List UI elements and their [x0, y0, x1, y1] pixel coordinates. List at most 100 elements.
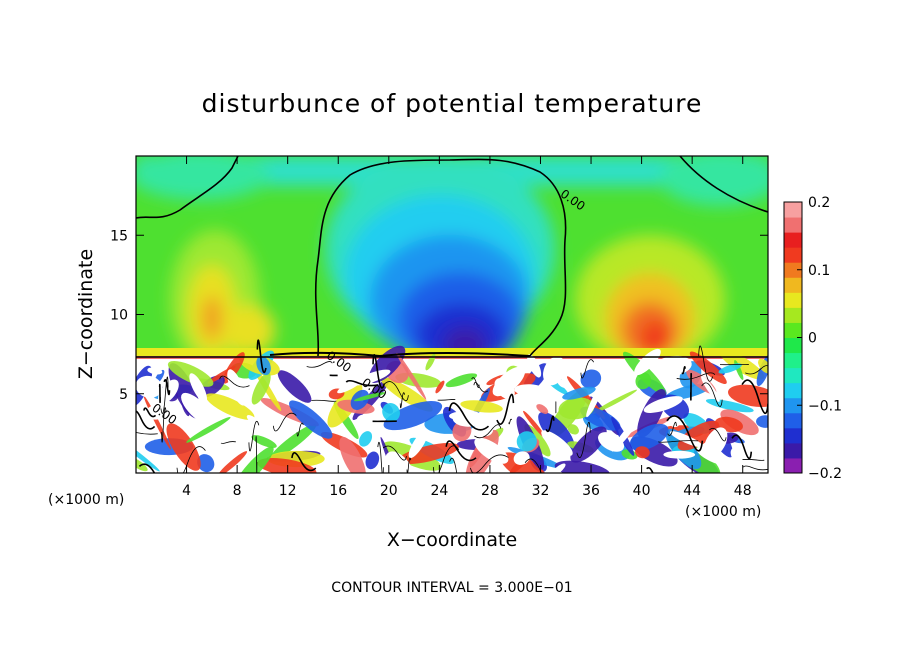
turbulence-eddy	[586, 381, 605, 418]
turbulence-eddy	[557, 380, 570, 389]
turbulence-contour	[311, 399, 337, 402]
colorbar-bin	[784, 277, 802, 293]
turbulence-eddy	[144, 402, 178, 420]
turbulence-patch	[635, 446, 650, 459]
turbulence-patch	[705, 399, 754, 413]
turbulence-contour	[160, 376, 169, 414]
turbulence-contour	[666, 415, 704, 452]
turbulence-contour	[646, 467, 657, 473]
colorbar-bin	[784, 457, 802, 474]
turbulence-eddy	[514, 384, 546, 396]
x-tick-label: 28	[481, 483, 499, 499]
turbulence-patch	[516, 431, 537, 452]
y-axis: 5 10 15	[110, 228, 768, 403]
turbulence-contour	[220, 441, 236, 444]
turbulence-contour	[219, 375, 250, 388]
x-axis: 4 8 12 16 20 24 28 32 36 40 44 48	[182, 156, 752, 499]
turbulence-contour	[256, 339, 267, 374]
turbulence-contour	[667, 421, 677, 436]
turbulence-contour	[580, 359, 594, 379]
turbulence-contour	[741, 379, 768, 414]
colorbar-bin	[784, 322, 802, 338]
turbulence-patch	[382, 403, 400, 422]
turbulence-patch	[197, 454, 215, 473]
turbulence-eddy	[136, 375, 163, 398]
turbulence-patch	[558, 397, 595, 420]
turbulence-contour	[545, 415, 555, 433]
x-axis-label: X−coordinate	[387, 529, 517, 551]
y-tick-label: 10	[110, 308, 128, 324]
turbulence-eddy	[474, 437, 509, 464]
turbulence-eddy	[643, 396, 683, 413]
turbulence-eddy	[408, 429, 428, 459]
turbulence-eddy	[527, 354, 542, 378]
colorbar-bin	[784, 412, 802, 429]
turbulence-patch	[339, 436, 366, 473]
turbulence-contour	[136, 410, 156, 430]
turbulence-patch	[567, 424, 579, 435]
turbulence-contour	[437, 399, 456, 401]
turbulence-patch	[397, 443, 459, 465]
turbulence-patch	[728, 384, 768, 408]
turbulence-patch	[269, 424, 317, 461]
turbulence-eddy	[181, 392, 214, 425]
heatmap-field	[136, 156, 768, 473]
turbulence-patch	[536, 404, 549, 414]
turbulence-eddy	[541, 430, 573, 456]
turbulence-eddy	[543, 356, 566, 386]
turbulence-contour	[372, 354, 386, 389]
turbulence-eddy	[634, 348, 661, 376]
colorbar-bin	[784, 217, 802, 233]
x-tick-label: 32	[532, 483, 550, 499]
turbulence-patch	[635, 372, 652, 390]
turbulence-patch	[435, 380, 445, 394]
turbulence-patch	[445, 373, 478, 388]
turbulence-contour	[176, 446, 206, 473]
colorbar-tick-label: 0.1	[808, 263, 830, 279]
turbulence-patch	[591, 389, 638, 415]
x-unit-right: (×1000 m)	[685, 504, 761, 520]
x-tick-label: 12	[279, 483, 297, 499]
turbulence-contour	[143, 407, 157, 418]
turbulence-eddy	[550, 463, 566, 473]
colorbar-bin	[784, 442, 802, 459]
turbulence-eddy	[385, 451, 414, 473]
turbulence-patch	[570, 426, 607, 463]
colorbar-bin	[784, 232, 802, 248]
turbulence-patch	[562, 386, 596, 400]
turbulence-patch	[500, 452, 547, 473]
turbulence-patch	[629, 423, 669, 451]
colorbar-tick-label: −0.2	[808, 466, 842, 482]
x-tick-label: 40	[633, 483, 651, 499]
turbulence-contour	[742, 465, 768, 471]
turbulence-contour	[384, 381, 409, 402]
turbulence-eddy	[189, 373, 207, 403]
turbulence-eddy	[653, 355, 692, 377]
y-tick-label: 5	[119, 387, 128, 403]
colorbar-bin	[784, 262, 802, 278]
colorbar-bin	[784, 247, 802, 263]
contour-lines	[136, 156, 768, 473]
turbulence-patch	[718, 363, 742, 374]
turbulence-contour	[296, 422, 304, 437]
turbulence-eddy	[356, 414, 372, 428]
turbulence-patch	[205, 393, 255, 420]
x-tick-label: 44	[683, 483, 701, 499]
turbulence-contour	[399, 392, 406, 409]
colorbar-bin	[784, 352, 802, 369]
x-tick-label: 20	[380, 483, 398, 499]
turbulence-patch	[580, 369, 602, 389]
turbulence-eddy	[701, 375, 720, 402]
turbulence-contour	[161, 407, 167, 443]
colorbar-bin	[784, 202, 802, 218]
turbulence-contour	[681, 366, 686, 375]
turbulence-contour	[698, 345, 714, 382]
turbulence-patch	[425, 353, 436, 371]
colorbar-bin	[784, 427, 802, 444]
turbulence-patch	[538, 411, 575, 452]
colorbar-bin	[784, 367, 802, 384]
colorbar-tick-label: −0.1	[808, 398, 842, 414]
turbulence-contour	[432, 445, 460, 473]
turbulence-patch	[289, 400, 333, 439]
turbulence-contour	[345, 380, 379, 387]
